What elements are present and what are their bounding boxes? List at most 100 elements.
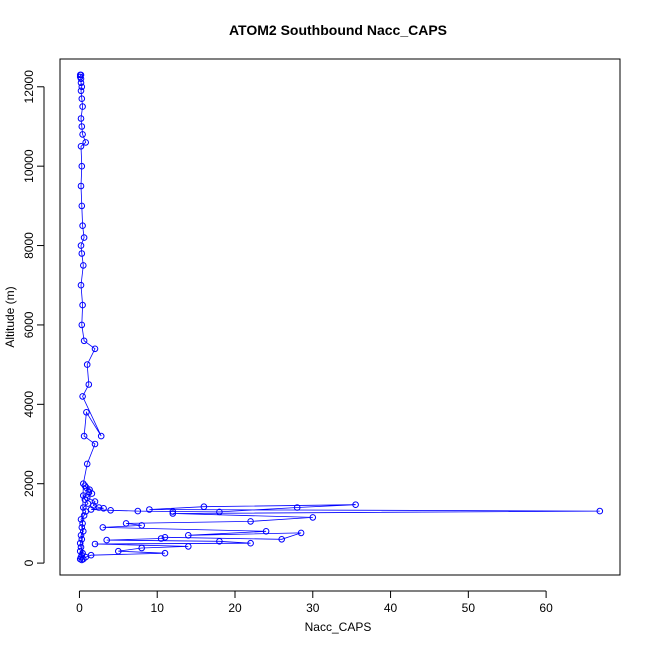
data-point — [80, 337, 88, 345]
data-point — [169, 510, 177, 517]
data-point — [88, 490, 96, 497]
data-point — [78, 250, 86, 257]
data-point — [216, 508, 223, 516]
data-point — [95, 504, 103, 511]
data-point — [80, 234, 88, 241]
data-point — [83, 460, 91, 468]
data-point — [352, 501, 359, 509]
data-point — [80, 528, 87, 535]
data-point — [78, 162, 86, 170]
data-point — [91, 440, 99, 448]
data-point — [216, 538, 223, 545]
x-tick-label: 60 — [539, 601, 553, 615]
x-tick-label: 0 — [76, 601, 83, 615]
chart-title: ATOM2 Southbound Nacc_CAPS — [229, 22, 447, 38]
plot-border — [59, 58, 621, 576]
data-point — [138, 522, 145, 529]
data-point — [79, 520, 86, 527]
data-point — [146, 506, 153, 513]
data-point — [278, 536, 286, 543]
data-point — [80, 512, 88, 519]
data-point — [76, 539, 84, 547]
x-axis: 0 10 20 30 40 50 60 — [76, 590, 553, 615]
data-point — [78, 536, 86, 543]
data-point — [596, 507, 604, 515]
data-point — [78, 202, 86, 210]
data-point — [80, 262, 87, 269]
data-point — [78, 321, 86, 329]
y-axis: 0 2000 4000 6000 8000 10000 12000 — [22, 70, 45, 566]
x-tick-label: 10 — [151, 601, 165, 615]
data-point — [83, 494, 91, 501]
data-point — [161, 549, 169, 557]
data-point — [100, 505, 107, 512]
data-point — [77, 281, 85, 289]
x-tick-label: 50 — [462, 601, 476, 615]
data-point — [103, 536, 110, 544]
data-point — [107, 507, 114, 514]
data-point — [79, 131, 86, 138]
y-tick-label: 2000 — [22, 470, 36, 497]
y-axis-label: Altitude (m) — [3, 286, 17, 347]
data-point — [262, 528, 270, 535]
y-tick-label: 8000 — [22, 232, 36, 259]
data-point — [91, 498, 99, 505]
data-point — [309, 514, 317, 521]
data-point — [79, 222, 86, 229]
data-point — [293, 504, 301, 511]
data-point — [80, 504, 87, 511]
data-point — [78, 123, 86, 130]
data-point — [99, 524, 107, 531]
y-tick-label: 10000 — [22, 149, 36, 183]
data-point — [77, 87, 85, 95]
data-point — [297, 529, 305, 537]
x-axis-label: Nacc_CAPS — [305, 620, 372, 634]
data-point — [134, 507, 142, 515]
data-point — [247, 539, 254, 547]
y-tick-label: 0 — [22, 559, 36, 566]
data-point — [115, 547, 122, 555]
data-point — [83, 361, 91, 368]
data-point — [185, 532, 192, 539]
plot-area — [76, 71, 604, 564]
data-point — [77, 242, 85, 249]
data-point — [161, 534, 169, 541]
data-point — [157, 535, 165, 542]
data-point — [122, 520, 130, 527]
x-tick-label: 30 — [306, 601, 320, 615]
series-line — [79, 74, 600, 561]
data-point — [78, 95, 86, 102]
data-point — [77, 143, 85, 150]
data-point — [81, 482, 89, 490]
data-point — [80, 432, 88, 440]
data-point — [79, 103, 86, 110]
data-point — [169, 508, 177, 515]
y-tick-label: 12000 — [22, 70, 36, 104]
data-point — [77, 182, 85, 190]
data-point — [77, 115, 85, 122]
data-point — [200, 503, 208, 511]
data-point — [185, 543, 192, 550]
data-point — [78, 556, 86, 564]
data-point — [87, 506, 95, 513]
data-point — [91, 345, 99, 353]
data-point — [78, 524, 86, 531]
data-point — [77, 543, 85, 551]
data-point — [80, 480, 87, 488]
y-tick-label: 6000 — [22, 311, 36, 338]
x-tick-label: 20 — [228, 601, 242, 615]
data-point — [82, 139, 89, 146]
data-point — [91, 540, 99, 548]
data-point — [79, 301, 86, 309]
x-tick-label: 40 — [384, 601, 398, 615]
y-tick-label: 4000 — [22, 391, 36, 418]
data-point — [138, 544, 145, 552]
data-point — [78, 83, 86, 91]
data-point — [85, 381, 93, 388]
data-point — [97, 432, 105, 440]
data-point — [247, 518, 254, 525]
data-point — [83, 409, 90, 416]
data-point — [76, 71, 84, 79]
data-point — [80, 492, 87, 499]
